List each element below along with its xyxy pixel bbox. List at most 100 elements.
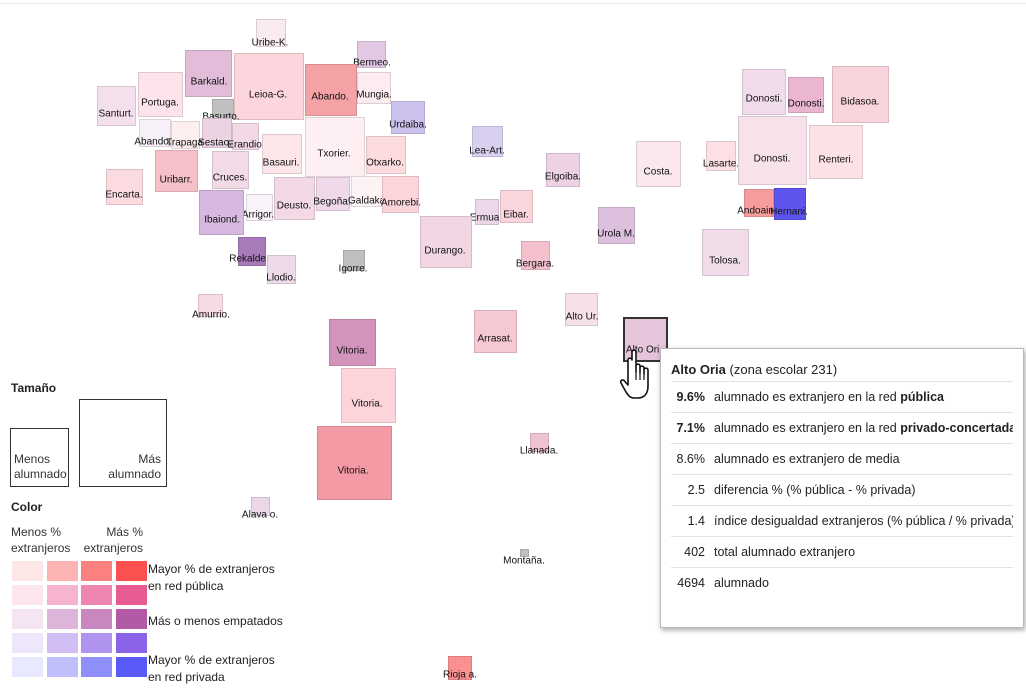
zone-square[interactable] [391, 101, 425, 134]
zone-square[interactable] [97, 86, 136, 126]
zone-label: Santurt. [98, 108, 134, 120]
zone-square[interactable] [317, 426, 392, 500]
zone-square[interactable] [702, 229, 749, 276]
color-legend-title: Color [11, 500, 43, 514]
color-swatch [12, 633, 43, 653]
color-swatch [46, 633, 78, 653]
zone-square[interactable] [546, 153, 580, 187]
zone-square[interactable] [351, 176, 383, 207]
color-swatch [81, 609, 112, 629]
tooltip-row-text: alumnado [714, 576, 769, 590]
zone-square[interactable] [267, 255, 296, 284]
zone-square[interactable] [329, 319, 376, 366]
zone-square[interactable] [199, 190, 244, 235]
zone-square[interactable] [357, 41, 386, 68]
zone-square[interactable] [738, 116, 807, 185]
zone-square[interactable] [185, 50, 232, 97]
zone-square[interactable] [202, 118, 232, 148]
zone-square[interactable] [316, 177, 350, 211]
zone-square[interactable] [520, 549, 529, 557]
hand-pointer-icon [620, 349, 649, 399]
zone-label: Portuga. [141, 97, 179, 109]
zone-square[interactable] [744, 189, 774, 217]
zone-label: Urola M. [597, 228, 635, 240]
zone-label: Urdaiba. [389, 119, 427, 131]
zone-label: Otxarko. [366, 157, 404, 169]
zone-square[interactable] [774, 188, 806, 220]
color-swatch [115, 561, 147, 581]
zone-square[interactable] [212, 151, 249, 189]
zone-label: Sestao. [198, 137, 232, 149]
zone-label: Uribarr. [159, 174, 193, 186]
zone-square[interactable] [274, 177, 315, 220]
zone-square[interactable] [198, 294, 223, 317]
tooltip-zone-suffix: (zona escolar 231) [729, 362, 838, 377]
zone-label: Elgoiba. [544, 171, 582, 183]
zone-label: Begoña. [313, 196, 351, 208]
zone-square[interactable] [565, 293, 598, 326]
zone-square[interactable] [448, 656, 472, 680]
size-large-box: Más alumnado [79, 399, 167, 487]
zone-square[interactable] [636, 141, 681, 187]
zone-square[interactable] [357, 72, 391, 104]
zone-square[interactable] [598, 207, 635, 244]
tooltip-row-text: índice desigualdad extranjeros (% públic… [714, 514, 1013, 528]
zone-square[interactable] [500, 190, 533, 223]
zone-label: Ibaiond. [204, 214, 240, 226]
zone-label: Llanada. [519, 445, 559, 457]
zone-label: Trapaga. [166, 137, 206, 149]
zone-square[interactable] [232, 123, 259, 150]
zone-square[interactable] [474, 310, 517, 353]
zone-square[interactable] [234, 53, 304, 120]
zone-square[interactable] [251, 497, 270, 516]
zone-label: Txorier. [317, 148, 351, 160]
zone-square[interactable] [155, 150, 198, 192]
zone-square[interactable] [138, 72, 183, 117]
color-swatch [81, 561, 112, 581]
zone-square[interactable] [521, 241, 550, 270]
zone-square[interactable] [106, 169, 143, 205]
zone-square[interactable] [139, 119, 171, 147]
zone-label: Amurrio. [192, 309, 230, 321]
zone-label: Costa. [643, 166, 673, 178]
zone-square[interactable] [305, 64, 357, 116]
color-swatch [81, 633, 112, 653]
zone-square[interactable] [305, 117, 365, 177]
zone-square[interactable] [238, 237, 266, 266]
zone-square[interactable] [809, 125, 863, 179]
zone-square[interactable] [742, 69, 786, 115]
color-swatch [115, 585, 147, 605]
zone-square[interactable] [366, 136, 406, 174]
tooltip-row-value: 402 [684, 545, 705, 559]
zone-square[interactable] [262, 134, 302, 174]
zone-square[interactable] [256, 19, 286, 47]
zone-square[interactable] [420, 216, 472, 268]
zone-square[interactable] [832, 66, 889, 123]
tooltip-row-text: alumnado es extranjero de media [714, 452, 900, 466]
zone-label: Uribe-K. [251, 37, 289, 49]
zone-square[interactable] [472, 126, 503, 157]
color-swatch [12, 585, 43, 605]
zone-label: Basauri. [262, 157, 300, 169]
zone-square[interactable] [706, 141, 736, 171]
color-swatch [115, 609, 147, 629]
tooltip-row-value: 8.6% [676, 452, 706, 466]
zone-square[interactable] [475, 199, 499, 225]
zone-label: Vitoria. [337, 465, 369, 477]
zone-square[interactable] [171, 121, 200, 149]
zone-square[interactable] [246, 194, 273, 221]
tooltip-row-value: 7.1% [676, 421, 706, 435]
zone-label: Donosti. [753, 153, 791, 165]
tooltip-row-value: 1.4 [687, 514, 705, 528]
zone-square[interactable] [341, 368, 396, 423]
zone-label: Ermua. [469, 212, 503, 224]
zone-square[interactable] [788, 77, 824, 113]
zone-label: Amorebi. [380, 197, 422, 209]
tooltip-row: 9.6% alumnado es extranjero en la red púb… [671, 381, 1013, 412]
zone-square[interactable] [382, 176, 419, 213]
zone-label: Basurto. [202, 111, 240, 123]
zone-square[interactable] [343, 250, 365, 271]
zone-square[interactable] [530, 433, 549, 452]
size-large-label: Más alumnado [108, 452, 161, 481]
